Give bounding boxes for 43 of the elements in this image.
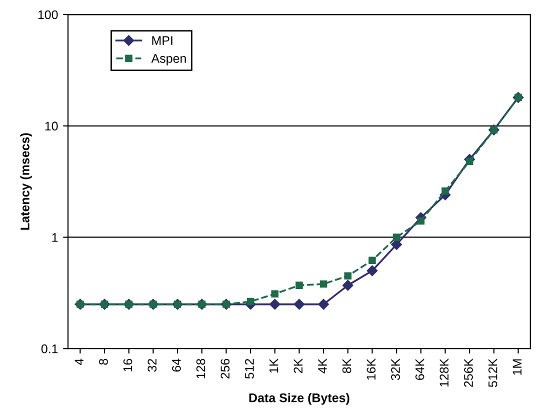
x-tick-label: 8K: [342, 358, 352, 374]
y-tick-label: 100: [38, 10, 58, 20]
x-tick-label: 16: [123, 358, 132, 372]
x-tick-label: 1K: [269, 358, 278, 373]
x-tick-label: 32: [148, 358, 157, 372]
x-axis-title: Data Size (Bytes): [249, 393, 350, 405]
x-tick-label: 4K: [318, 358, 327, 374]
x-tick-label: 2K: [294, 358, 302, 373]
x-tick-label: 512K: [488, 358, 498, 388]
y-tick-label: 0.1: [41, 344, 58, 354]
point: [296, 282, 303, 289]
x-tick-label: 1M: [512, 359, 522, 375]
legend-label: Aspen: [151, 54, 186, 66]
point: [320, 280, 328, 288]
point: [318, 298, 329, 310]
x-tick-label: 16K: [366, 358, 376, 380]
point: [294, 298, 305, 310]
x-tick-label: 4: [74, 358, 84, 365]
x-tick-label: 128: [196, 358, 206, 378]
x-tick-label: 256K: [464, 358, 473, 387]
point: [344, 272, 352, 280]
y-axis-title: Latency (msecs): [20, 133, 32, 230]
point: [366, 265, 378, 276]
x-tick-label: 512: [245, 358, 254, 379]
point: [391, 239, 402, 250]
legend-label: MPI: [152, 36, 172, 45]
x-tick-label: 8: [99, 358, 108, 365]
x-tick-label: 128K: [440, 358, 449, 387]
y-tick-label: 1: [52, 233, 58, 242]
point: [392, 234, 400, 241]
x-tick-label: 256: [220, 358, 230, 379]
point: [269, 298, 280, 310]
point: [417, 217, 425, 225]
point: [271, 290, 279, 298]
y-tick-label: 10: [45, 122, 58, 131]
point: [342, 280, 354, 291]
x-tick-label: 64K: [415, 358, 424, 380]
point: [368, 256, 376, 264]
point: [246, 298, 254, 306]
point: [466, 158, 474, 166]
x-tick-label: 32K: [391, 358, 400, 380]
x-tick-label: 64: [172, 358, 181, 372]
point: [442, 187, 449, 195]
